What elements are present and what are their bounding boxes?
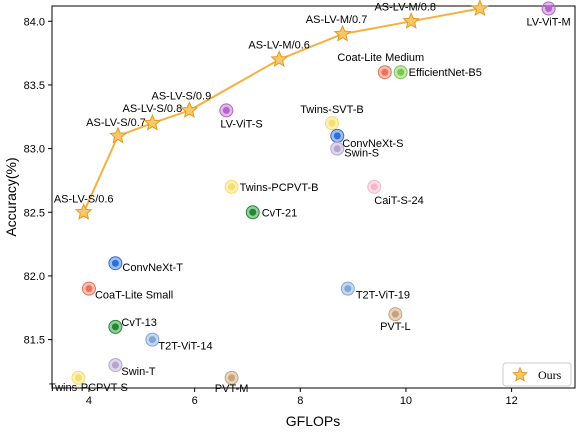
ours-star	[74, 202, 93, 220]
baseline-point	[333, 145, 341, 153]
baseline-label: ConvNeXt-T	[122, 262, 183, 274]
baseline-point	[74, 374, 82, 382]
y-tick-label: 82.0	[24, 271, 45, 283]
ours-star	[270, 50, 289, 68]
baseline-label: Twins-SVT-B	[300, 104, 364, 116]
ours-label: AS-LV-S/0.6	[54, 193, 114, 205]
x-tick-label: 10	[400, 395, 412, 407]
ours-star	[109, 126, 127, 144]
baseline-label: Twins-PCPVT-B	[240, 182, 319, 194]
ours-star	[143, 113, 162, 131]
baseline-label: CvT-21	[262, 207, 297, 219]
baseline-point	[397, 68, 405, 76]
baseline-label: Swin-T	[121, 366, 156, 378]
baseline-label: T2T-ViT-19	[356, 290, 410, 302]
ours-label: AS-LV-M/0.6	[248, 39, 310, 51]
baseline-point	[228, 374, 236, 382]
ours-label: AS-LV-M/0.9	[449, 0, 511, 1]
y-tick-label: 81.5	[24, 335, 45, 347]
ours-star	[180, 101, 199, 118]
baseline-point	[111, 323, 119, 331]
ours-star	[333, 24, 352, 42]
baseline-label: PVT-L	[380, 321, 411, 333]
ours-label: AS-LV-S/0.9	[151, 90, 211, 102]
ours-label: AS-LV-M/0.8	[374, 1, 436, 13]
legend: Ours	[502, 362, 572, 387]
ours-label: AS-LV-M/0.7	[306, 14, 368, 26]
baseline-point	[381, 68, 389, 76]
x-axis-label: GFLOPs	[286, 413, 340, 429]
legend-star-icon	[512, 366, 528, 382]
ours-label: AS-LV-S/0.7	[86, 117, 146, 129]
baseline-label: ConvNeXt-S	[342, 138, 403, 150]
baseline-point	[85, 285, 93, 293]
baseline-label: T2T-ViT-14	[158, 341, 212, 353]
y-tick-label: 82.5	[24, 207, 45, 219]
baseline-point	[391, 310, 399, 318]
baseline-label: PVT-M	[215, 383, 249, 395]
y-axis: 81.5 82.0 82.5 83.0 83.5 84.0	[24, 16, 52, 347]
ours-star	[402, 11, 421, 29]
baseline-label: EfficientNet-B5	[409, 67, 482, 79]
baseline-label: Swin-S	[344, 148, 379, 160]
x-tick-label: 12	[505, 395, 517, 407]
baseline-label: CaiT-S-24	[374, 195, 424, 207]
x-tick-label: 6	[192, 395, 198, 407]
baseline-points: LV-ViT-M Coat-Lite Medium EfficientNet-B5 L…	[49, 1, 571, 395]
baseline-point	[328, 119, 336, 127]
ours-points: AS-LV-S/0.6 AS-LV-S/0.7 AS-LV-S/0.8AS-LV-S…	[54, 0, 511, 220]
x-tick-label: 4	[86, 395, 92, 407]
y-tick-label: 84.0	[24, 16, 45, 28]
baseline-label: CvT-13	[121, 317, 156, 329]
baseline-label: Twins-PCPVT-S	[49, 382, 128, 394]
baseline-point	[370, 183, 378, 191]
baseline-point	[111, 361, 119, 369]
baseline-label: Coat-Lite Medium	[337, 52, 424, 64]
x-tick-label: 8	[297, 395, 303, 407]
baseline-point	[148, 336, 156, 344]
baseline-point	[228, 183, 236, 191]
baseline-point	[249, 208, 257, 216]
y-tick-label: 83.5	[24, 80, 45, 92]
x-axis: 4 6 8 10 12	[86, 388, 518, 407]
plot-frame	[51, 5, 576, 389]
baseline-label: CoaT-Lite Small	[95, 290, 173, 302]
baseline-point	[222, 106, 230, 114]
baseline-point	[344, 285, 352, 293]
y-tick-label: 83.0	[24, 144, 45, 156]
legend-label: Ours	[538, 368, 562, 382]
baseline-point	[333, 132, 341, 140]
baseline-point	[111, 259, 119, 267]
y-axis-label: Accuracy(%)	[3, 157, 19, 236]
ours-label: AS-LV-S/0.8	[123, 103, 183, 115]
baseline-label: LV-ViT-S	[220, 118, 262, 130]
baseline-point	[545, 5, 553, 13]
ours-star	[471, 0, 489, 17]
baseline-label: LV-ViT-M	[526, 17, 570, 29]
